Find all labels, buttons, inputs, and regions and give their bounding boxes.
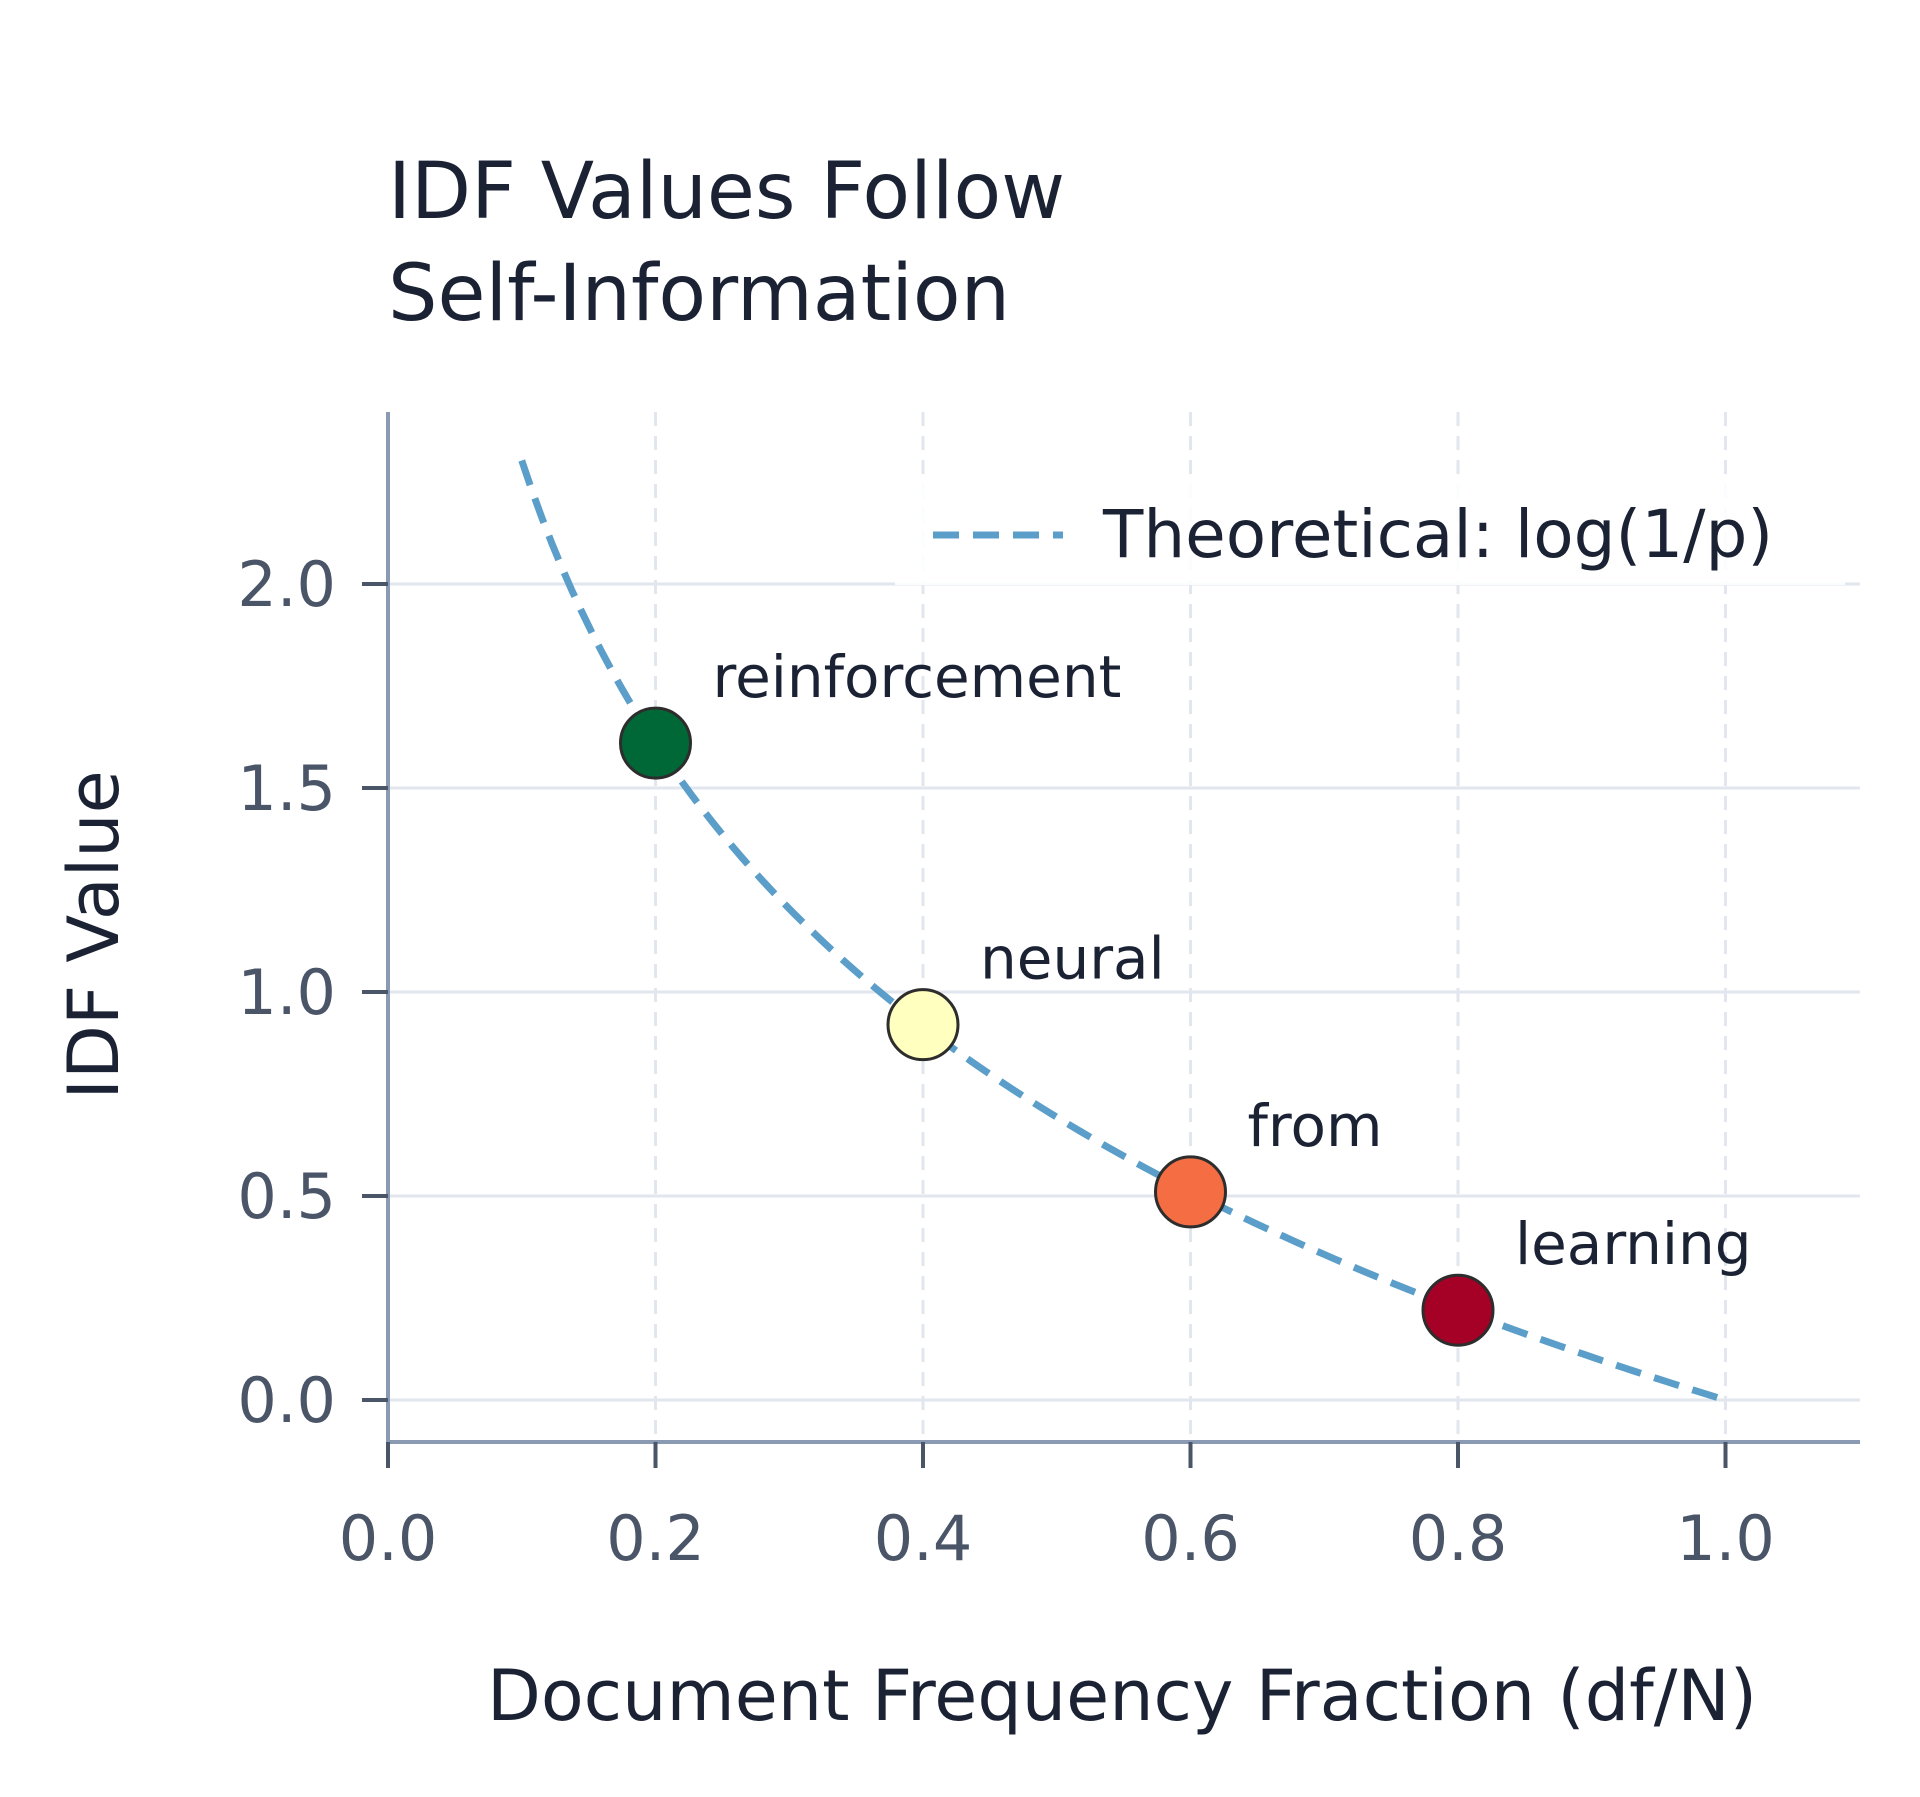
x-tick-label-2: 0.4: [874, 1502, 973, 1575]
chart-title-line-2: Self-Information: [388, 249, 1010, 339]
y-tick-label-0: 0.0: [237, 1364, 336, 1437]
x-tick-label-1: 0.2: [606, 1502, 705, 1575]
point-label-reinforcement: reinforcement: [713, 643, 1122, 711]
point-from: [1154, 1155, 1227, 1229]
data-points: [619, 706, 1495, 1347]
point-label-neural: neural: [980, 925, 1165, 993]
y-tick-label-1: 0.5: [237, 1160, 336, 1233]
x-axis-label: Document Frequency Fraction (df/N): [487, 1655, 1757, 1737]
x-tick-label-3: 0.6: [1141, 1502, 1240, 1575]
legend-box: [895, 475, 1845, 585]
point-label-from: from: [1248, 1092, 1383, 1160]
point-reinforcement: [619, 706, 692, 780]
point-learning: [1421, 1273, 1495, 1347]
legend: Theoretical: log(1/p): [895, 475, 1845, 585]
x-tick-label-0: 0.0: [339, 1502, 438, 1575]
point-labels: reinforcement neural from learning: [713, 643, 1752, 1278]
ticks: 0.0 0.5 1.0 1.5 2.0 0.0 0.2 0.4 0.6 0.8 1.0: [237, 548, 1774, 1575]
point-label-learning: learning: [1515, 1210, 1752, 1278]
y-axis-label: IDF Value: [53, 770, 135, 1099]
y-tick-label-4: 2.0: [237, 548, 336, 621]
y-tick-label-3: 1.5: [237, 752, 336, 825]
theoretical-curve-layer: [518, 459, 1727, 1404]
point-neural: [886, 988, 960, 1062]
legend-label: Theoretical: log(1/p): [1102, 496, 1773, 573]
y-tick-label-2: 1.0: [237, 956, 336, 1029]
chart-title-line-1: IDF Values Follow: [388, 147, 1065, 237]
theoretical-curve: [518, 459, 1727, 1404]
x-tick-label-5: 1.0: [1676, 1502, 1775, 1575]
x-tick-label-4: 0.8: [1409, 1502, 1508, 1575]
